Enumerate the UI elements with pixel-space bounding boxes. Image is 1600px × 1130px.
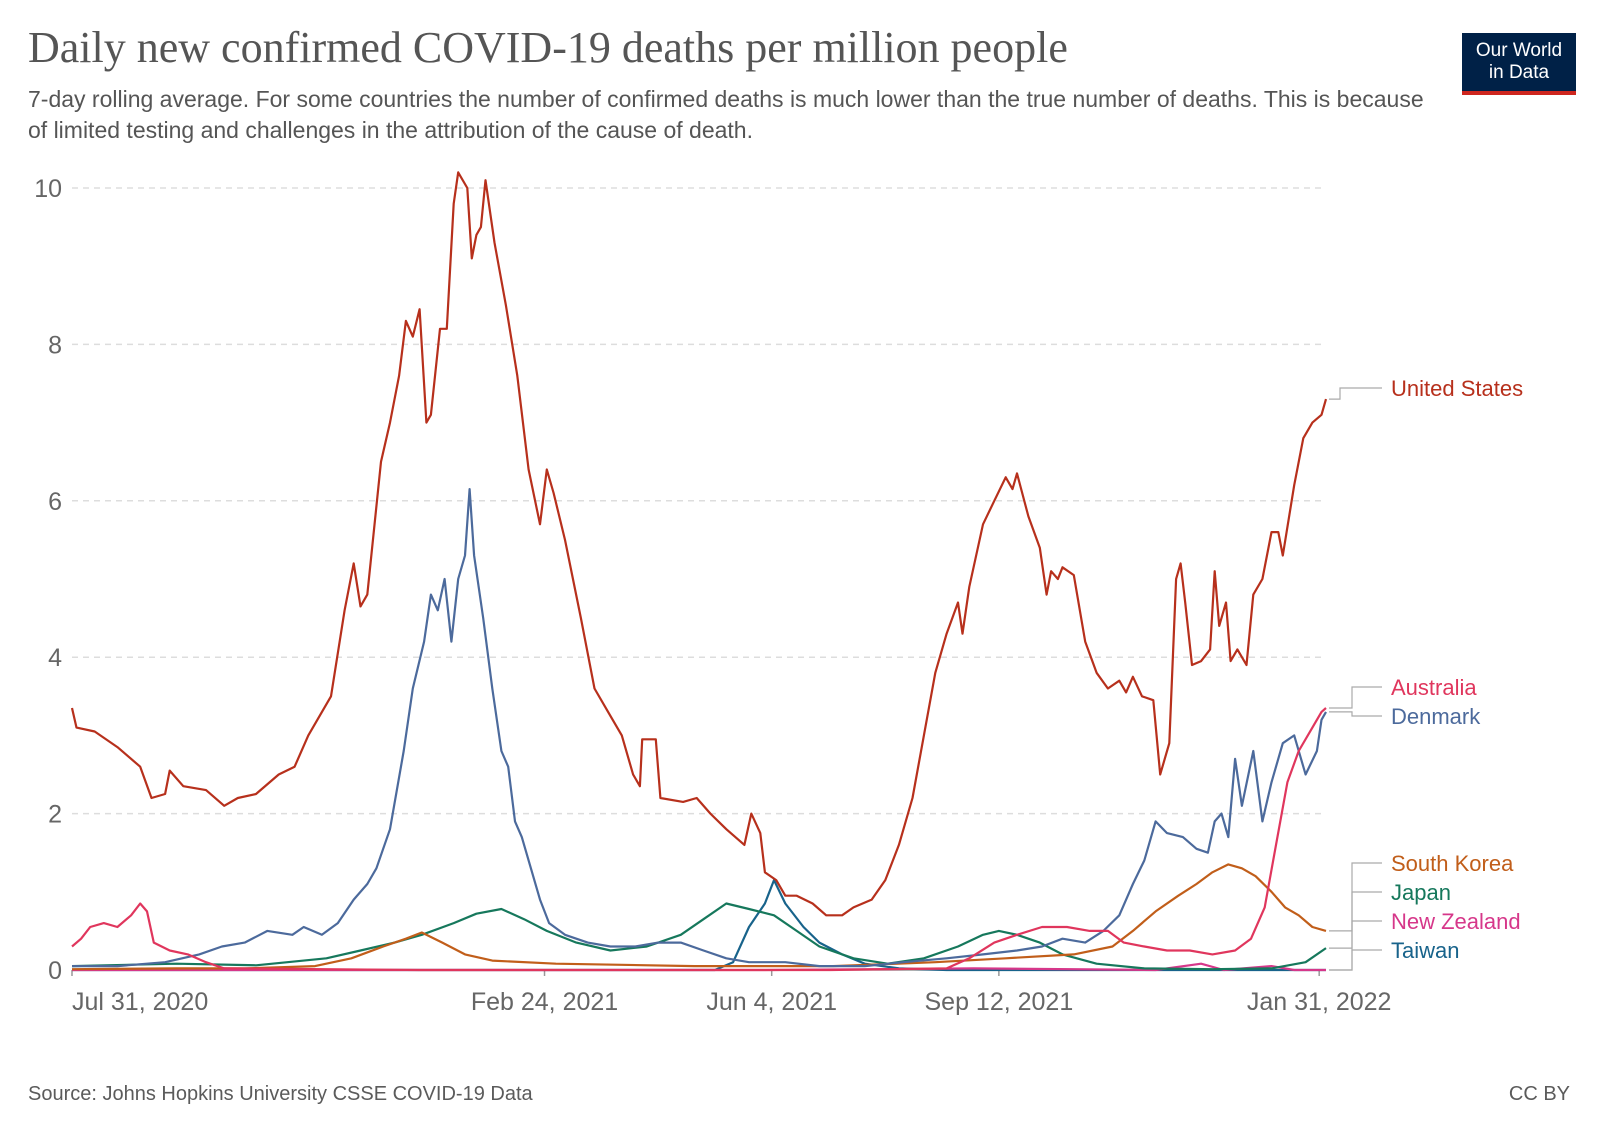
y-tick-label: 4 — [48, 644, 62, 672]
end-label-united-states[interactable]: United States — [1391, 376, 1523, 401]
x-axis-ticks: Jul 31, 2020 Feb 24, 2021 Jun 4, 2021 Sep 1… — [71, 970, 1392, 1016]
end-label-connector — [1329, 949, 1382, 971]
y-tick-label: 6 — [48, 488, 62, 516]
series-line-south-korea[interactable] — [71, 863, 1327, 971]
end-label-connector — [1329, 686, 1382, 709]
line-chart: 0 2 4 6 8 10 Jul 31, 2020 Feb 24, 2021 Jun 4, 2… — [34, 171, 1523, 1016]
end-label-denmark[interactable]: Denmark — [1391, 704, 1481, 729]
chart-subtitle: 7-day rolling average. For some countrie… — [28, 86, 1424, 143]
grid-lines — [72, 187, 1326, 971]
series-line-united-states[interactable] — [70, 171, 1328, 917]
series-line-denmark[interactable] — [72, 488, 1327, 968]
y-axis-ticks: 0 2 4 6 8 10 — [34, 175, 62, 985]
y-tick-label: 8 — [48, 331, 62, 359]
x-tick-label: Jan 31, 2022 — [1247, 988, 1392, 1016]
end-label-taiwan[interactable]: Taiwan — [1391, 938, 1459, 963]
source-note[interactable]: Source: Johns Hopkins University CSSE CO… — [28, 1083, 533, 1105]
end-label-japan[interactable]: Japan — [1391, 880, 1451, 905]
series-line-japan[interactable] — [71, 902, 1327, 971]
series-line-australia[interactable] — [71, 707, 1327, 972]
page-title: Daily new confirmed COVID-19 deaths per … — [28, 23, 1068, 72]
end-label-south-korea[interactable]: South Korea — [1391, 851, 1514, 876]
logo-line-2: in Data — [1488, 62, 1550, 83]
end-label-australia[interactable]: Australia — [1391, 675, 1477, 700]
x-tick-label: Jul 31, 2020 — [72, 988, 208, 1016]
end-label-connector — [1329, 711, 1382, 717]
our-world-in-data-logo[interactable]: Our World in Data — [1462, 33, 1576, 95]
series-lines — [70, 171, 1328, 972]
end-label-connector — [1329, 891, 1382, 949]
end-label-new-zealand[interactable]: New Zealand — [1391, 909, 1521, 934]
logo-accent-bar — [1462, 91, 1576, 95]
y-tick-label: 0 — [48, 957, 62, 985]
x-tick-label: Feb 24, 2021 — [471, 988, 618, 1016]
end-labels: United States Australia Denmark South Korea… — [1329, 376, 1523, 971]
license-link[interactable]: CC BY — [1508, 1083, 1570, 1105]
y-tick-label: 10 — [34, 175, 62, 203]
series-line-taiwan[interactable] — [72, 879, 1326, 972]
end-label-connector — [1329, 920, 1382, 971]
x-tick-label: Sep 12, 2021 — [924, 988, 1073, 1016]
x-tick-label: Jun 4, 2021 — [706, 988, 837, 1016]
logo-line-1: Our World — [1475, 40, 1563, 61]
y-tick-label: 2 — [48, 801, 62, 829]
end-label-connector — [1329, 387, 1382, 400]
